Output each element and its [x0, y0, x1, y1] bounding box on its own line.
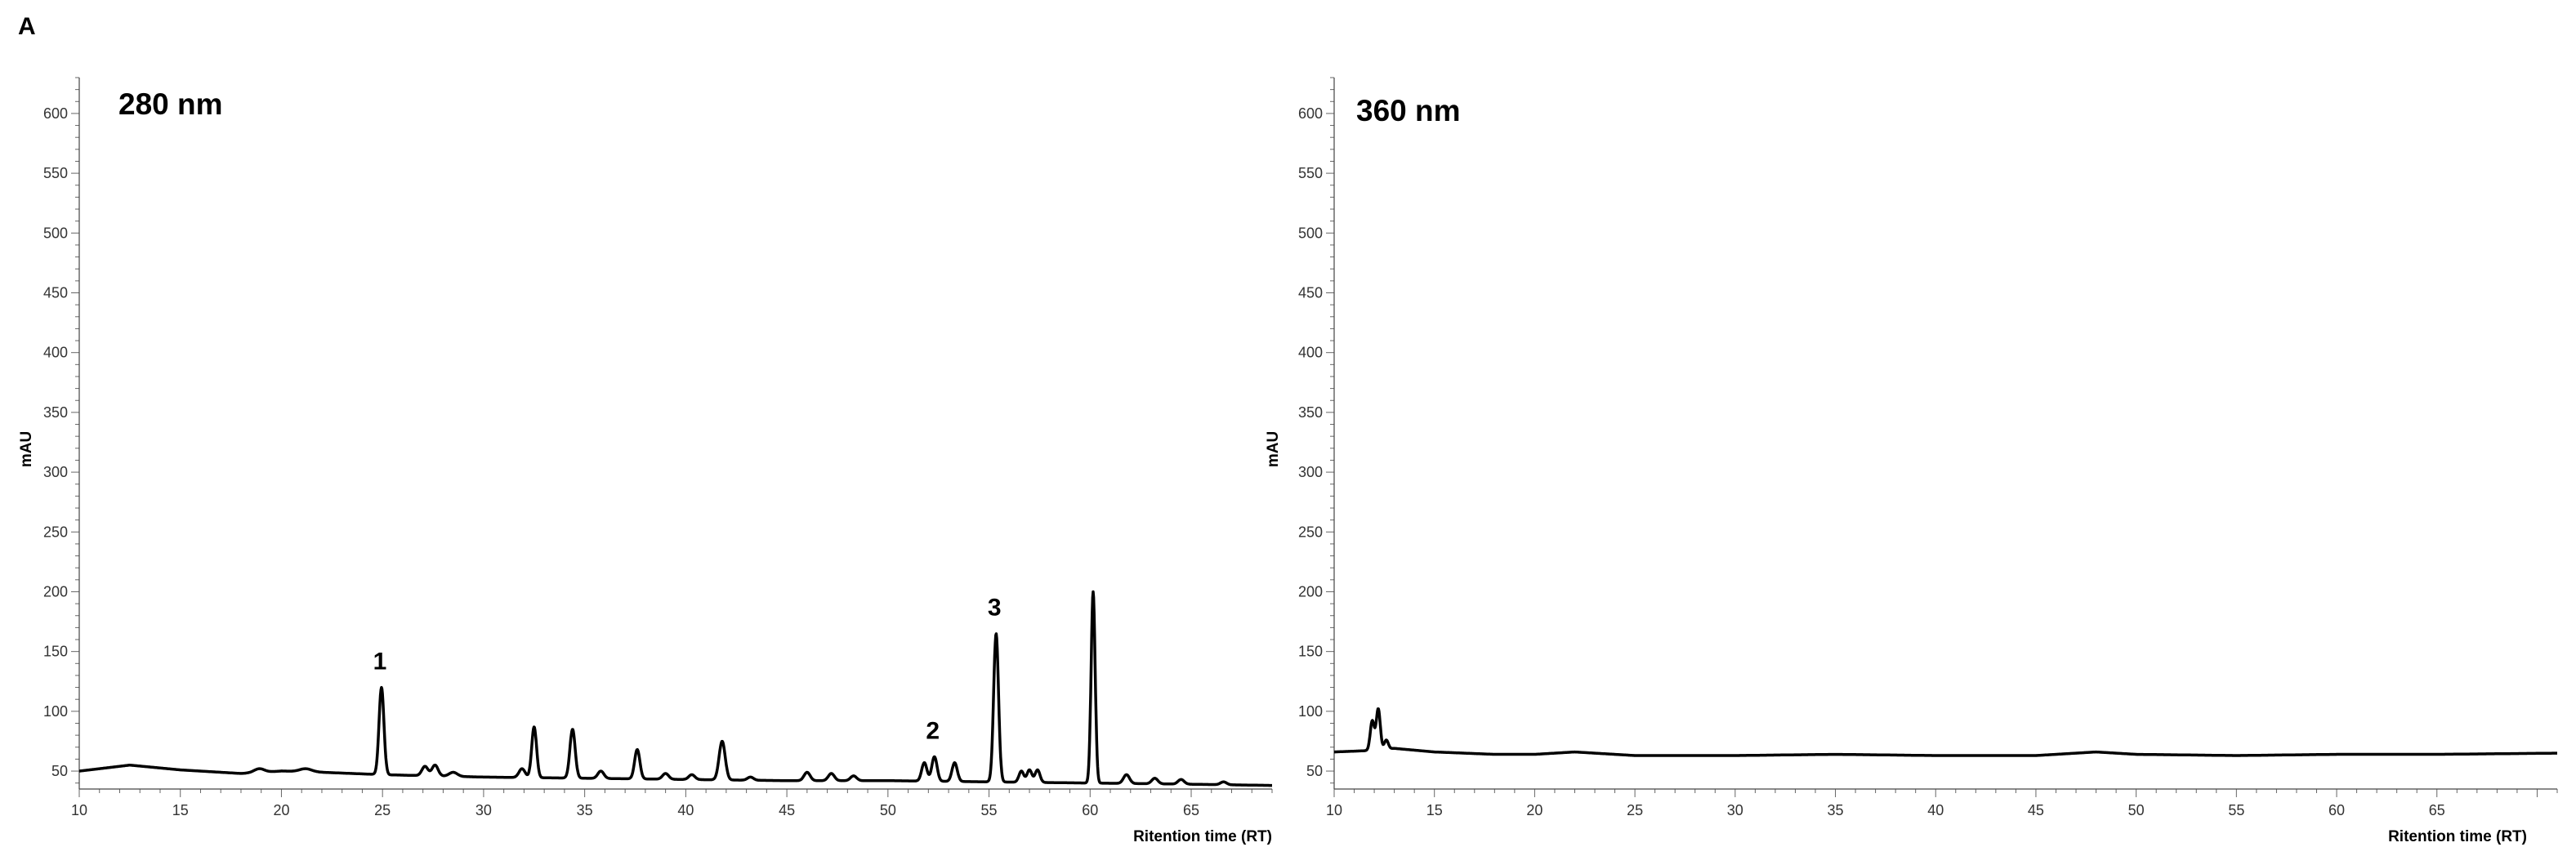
x-tick-label: 20	[273, 802, 289, 818]
x-tick-label: 45	[2028, 802, 2044, 818]
x-axis-ticks: 10 15 20 25 30 35 40 45 50 55 60 65	[71, 789, 1273, 818]
peak-labels: 1 2 3	[373, 595, 1002, 745]
x-tick-label: 10	[1326, 802, 1342, 818]
y-axis-ticks: 50 100 150 200 250 300 350 400 450 500 550 600	[1298, 77, 1334, 784]
x-tick-label: 65	[1183, 802, 1199, 818]
peak-label: 1	[373, 649, 387, 675]
x-tick-label: 25	[374, 802, 391, 818]
y-tick-label: 200	[43, 583, 68, 600]
x-tick-label: 25	[1627, 802, 1643, 818]
panel-letter: A	[18, 13, 36, 40]
y-tick-label: 350	[43, 404, 68, 421]
y-tick-label: 100	[43, 703, 68, 720]
chart-title-360nm: 360 nm	[1356, 94, 1461, 127]
chromatogram-trace-280nm	[78, 590, 1274, 787]
x-tick-label: 15	[172, 802, 189, 818]
x-axis-ticks: 10 15 20 25 30 35 40 45 50 55 60 65	[1326, 789, 2558, 818]
x-tick-label: 35	[1828, 802, 1844, 818]
y-tick-label: 250	[1298, 524, 1323, 540]
y-tick-label: 100	[1298, 703, 1323, 720]
x-tick-label: 40	[677, 802, 694, 818]
x-tick-label: 35	[577, 802, 593, 818]
y-tick-label: 400	[43, 345, 68, 361]
axes	[1333, 78, 2557, 790]
y-axis-ticks: 50 100 150 200 250 300 350 400 450 500 550 600	[43, 77, 79, 784]
y-tick-label: 50	[1306, 763, 1323, 779]
peak-label: 3	[988, 595, 1002, 622]
axes	[78, 78, 1272, 790]
y-tick-label: 250	[43, 524, 68, 540]
peak-label: 2	[926, 717, 940, 744]
y-tick-label: 600	[1298, 105, 1323, 122]
y-tick-label: 200	[1298, 583, 1323, 600]
chart-title-280nm: 280 nm	[118, 87, 223, 121]
y-tick-label: 300	[1298, 464, 1323, 480]
x-tick-label: 20	[1526, 802, 1542, 818]
y-tick-label: 450	[43, 284, 68, 301]
y-tick-label: 50	[51, 763, 68, 779]
y-tick-label: 300	[43, 464, 68, 480]
y-axis-label: mAU	[1265, 431, 1282, 467]
y-tick-label: 150	[43, 644, 68, 660]
chromatogram-trace-360nm	[1333, 707, 2559, 757]
x-tick-label: 55	[2228, 802, 2244, 818]
y-tick-label: 350	[1298, 404, 1323, 421]
x-tick-label: 15	[1426, 802, 1443, 818]
x-axis-label: Ritention time (RT)	[1133, 828, 1272, 845]
y-tick-label: 500	[43, 225, 68, 241]
x-tick-label: 65	[2429, 802, 2445, 818]
y-tick-label: 450	[1298, 284, 1323, 301]
x-tick-label: 55	[981, 802, 998, 818]
y-axis-label: mAU	[18, 431, 35, 467]
y-tick-label: 150	[1298, 644, 1323, 660]
x-tick-label: 30	[1727, 802, 1743, 818]
x-tick-label: 10	[71, 802, 87, 818]
x-tick-label: 45	[779, 802, 795, 818]
y-tick-label: 550	[1298, 165, 1323, 181]
y-tick-label: 400	[1298, 345, 1323, 361]
y-tick-label: 500	[1298, 225, 1323, 241]
x-tick-label: 60	[1082, 802, 1098, 818]
x-tick-label: 50	[2128, 802, 2145, 818]
chart-panel-360nm: 50 100 150 200 250 300 350 400 450 500 550 600 10 15…	[1265, 77, 2559, 845]
x-tick-label: 50	[880, 802, 896, 818]
x-tick-label: 40	[1927, 802, 1944, 818]
y-tick-label: 550	[43, 165, 68, 181]
x-tick-label: 60	[2328, 802, 2345, 818]
x-tick-label: 30	[475, 802, 492, 818]
y-tick-label: 600	[43, 105, 68, 122]
x-axis-label: Ritention time (RT)	[2388, 828, 2527, 845]
